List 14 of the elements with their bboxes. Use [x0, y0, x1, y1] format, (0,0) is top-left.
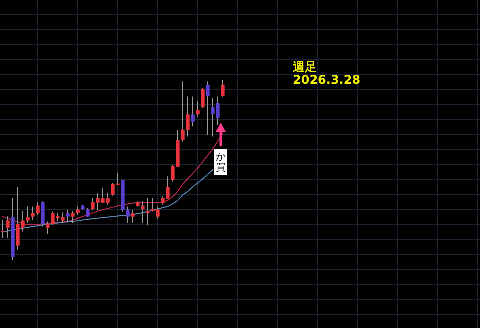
- chart-title: 週足: [292, 60, 317, 74]
- chart-subtitle: 2026.3.28: [293, 73, 361, 87]
- candlestick: [146, 198, 150, 226]
- candlestick: [191, 96, 195, 128]
- candlestick: [206, 81, 210, 136]
- candlestick: [196, 101, 200, 118]
- candlestick: [201, 88, 205, 109]
- candlestick: [1, 220, 5, 239]
- candlestick: [66, 209, 70, 224]
- candlestick: [131, 209, 135, 224]
- annotation: か買: [216, 152, 226, 174]
- candlestick: [41, 201, 45, 228]
- candlestick: [221, 80, 225, 98]
- candlestick: [6, 216, 10, 239]
